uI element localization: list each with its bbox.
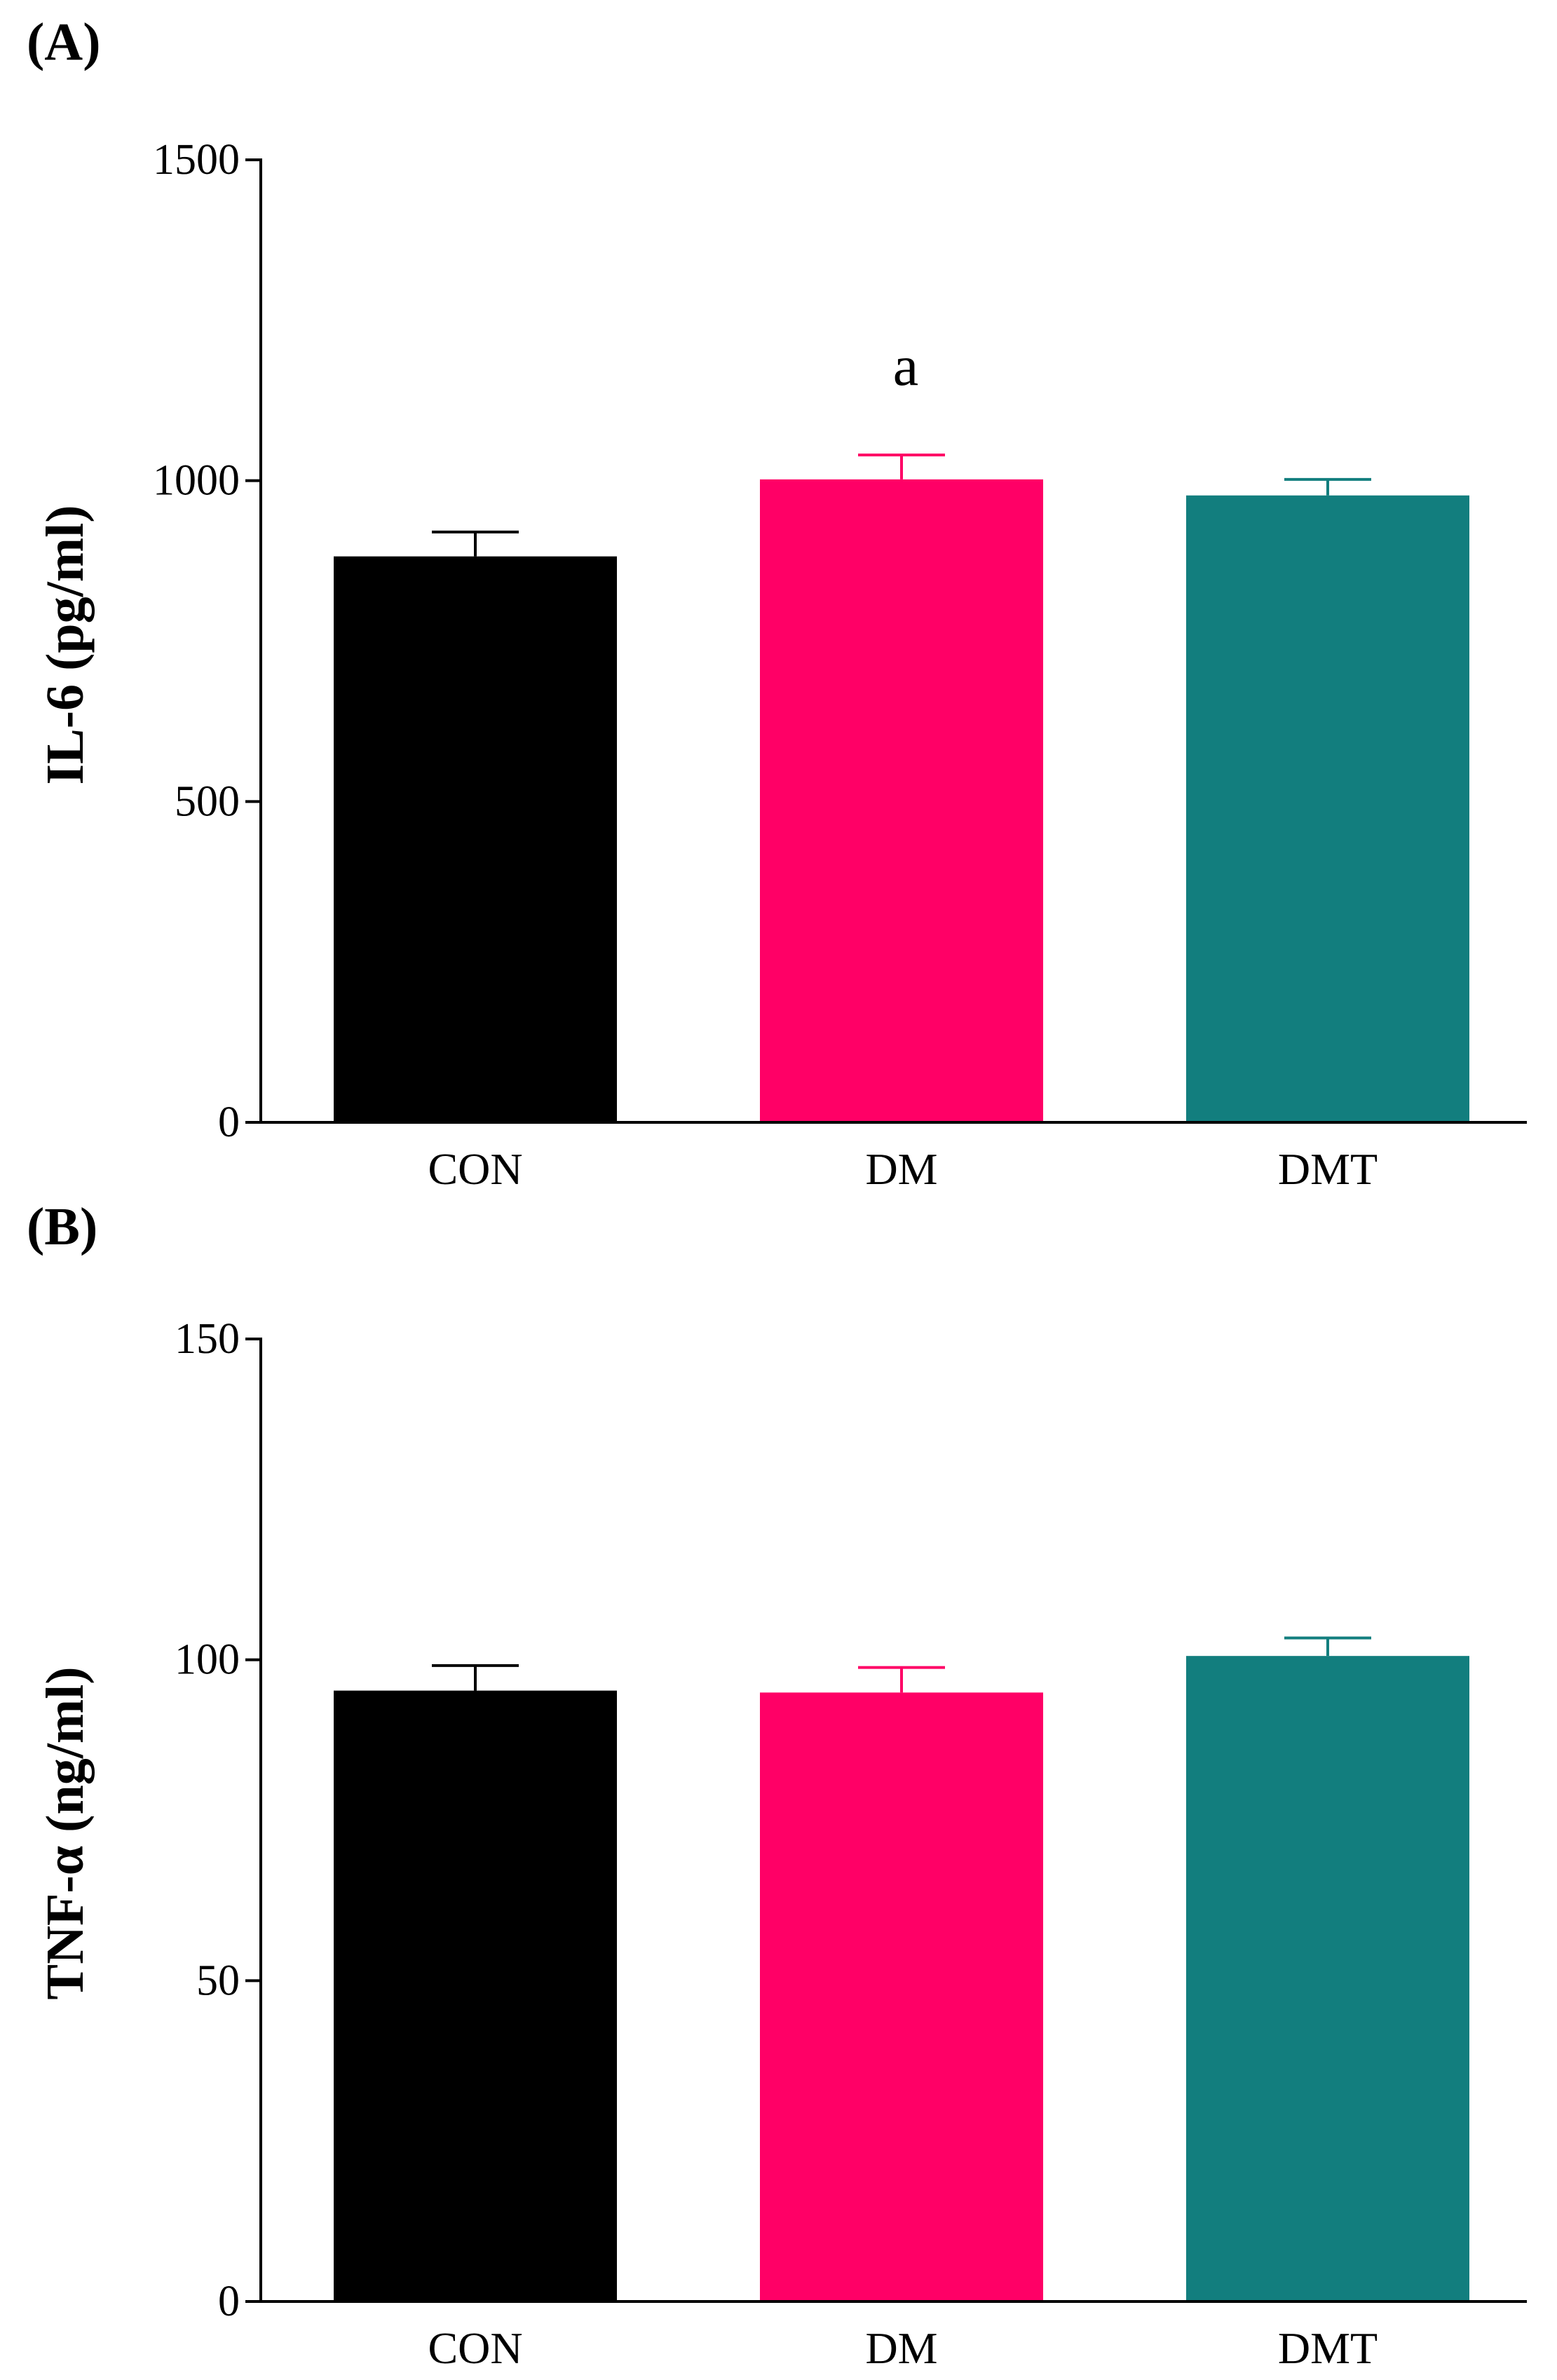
category-label-con: CON (428, 1144, 522, 1194)
y-tick-label: 100 (175, 1636, 240, 1684)
significance-annotation: a (893, 334, 918, 397)
category-label-dmt: DMT (1278, 2323, 1378, 2373)
y-tick-label: 0 (218, 2278, 240, 2325)
category-label-con: CON (428, 2323, 522, 2373)
category-label-dm: DM (865, 2323, 937, 2373)
panel-b-error-bars (432, 1636, 1371, 1693)
panel-b-y-ticks: 0 50 100 150 (175, 1315, 261, 2325)
y-tick-label: 1000 (153, 457, 240, 505)
panel-a-annotations: a (893, 334, 918, 397)
y-tick-label: 1500 (153, 136, 240, 184)
panel-a-label: (A) (27, 13, 101, 72)
bar-con (334, 556, 617, 1122)
panel-a-y-ticks: 0 500 1000 1500 (153, 136, 261, 1146)
panel-b-bars (334, 1656, 1469, 2301)
panel-a-y-axis-title: IL-6 (pg/ml) (36, 505, 95, 785)
panel-b: (B) TNF-α (ng/ml) 0 50 100 150 CON DM DMT (27, 1197, 1527, 2373)
bar-con (334, 1690, 617, 2301)
bar-dm (760, 1692, 1043, 2301)
y-tick-label: 0 (218, 1099, 240, 1146)
panel-a-category-labels: CON DM DMT (428, 1144, 1378, 1194)
panel-a-error-bars (432, 454, 1371, 557)
y-tick-label: 50 (196, 1957, 240, 2004)
panel-b-category-labels: CON DM DMT (428, 2323, 1378, 2373)
y-tick-label: 150 (175, 1315, 240, 1363)
bar-dm (760, 479, 1043, 1122)
panel-a-bars (334, 479, 1469, 1122)
y-tick-label: 500 (175, 777, 240, 825)
category-label-dmt: DMT (1278, 1144, 1378, 1194)
bar-dmt (1186, 495, 1469, 1122)
panel-b-label: (B) (27, 1197, 97, 1256)
panel-b-y-axis-title: TNF-α (ng/ml) (36, 1666, 95, 1999)
bar-dmt (1186, 1656, 1469, 2301)
category-label-dm: DM (865, 1144, 937, 1194)
panel-a: (A) IL-6 (pg/ml) 0 500 1000 1500 CON DM DMT a (27, 13, 1527, 1194)
